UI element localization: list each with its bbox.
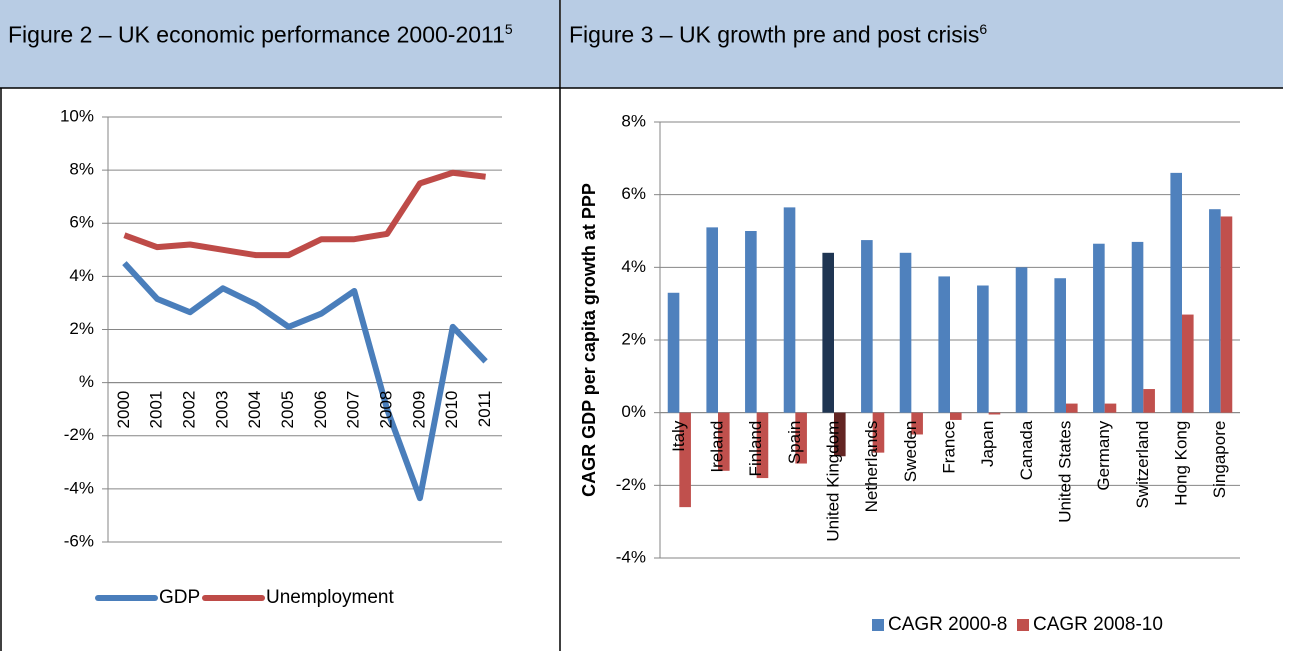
bar (988, 412, 1001, 415)
legend-label: CAGR 2000-8 (888, 614, 1007, 635)
y-tick-label: 8% (621, 111, 646, 130)
footnote-ref: 6 (979, 21, 988, 37)
bar (1015, 267, 1028, 413)
bar (950, 412, 962, 420)
figure-header: Figure 3 – UK growth pre and post crisis… (561, 0, 1283, 88)
bar (834, 412, 846, 457)
x-tick-label: 2006 (311, 391, 330, 429)
y-tick-label: 4% (621, 257, 646, 276)
x-tick-label: France (939, 421, 958, 474)
bar (899, 252, 912, 413)
x-tick-label: Italy (669, 420, 688, 452)
y-tick-label: -2% (616, 475, 646, 494)
legend-swatch (1017, 619, 1029, 631)
bar (1131, 241, 1144, 413)
x-tick-label: Hong Kong (1171, 421, 1190, 506)
figure-title: Figure 2 – UK economic performance 2000-… (8, 21, 505, 48)
x-tick-label: 2005 (278, 391, 297, 429)
x-tick-label: Japan (978, 421, 997, 467)
legend-label: Unemployment (266, 587, 394, 608)
x-tick-label: Canada (1017, 420, 1036, 480)
y-tick-label: -6% (64, 531, 94, 550)
y-tick-label: 6% (621, 184, 646, 203)
bar (911, 412, 923, 435)
x-tick-label: United States (1055, 421, 1074, 523)
x-tick-label: Switzerland (1133, 421, 1152, 509)
legend-swatch (872, 619, 884, 631)
x-tick-label: 2001 (147, 391, 166, 429)
footnote-ref: 5 (504, 21, 513, 37)
bar (977, 285, 989, 413)
x-tick-label: Singapore (1210, 421, 1229, 499)
bar (795, 412, 807, 464)
bar (1220, 216, 1233, 413)
y-axis-label: CAGR GDP per capita growth at PPP (579, 183, 599, 497)
bar (822, 252, 834, 413)
y-tick-label: 8% (69, 160, 94, 179)
x-tick-label: 2008 (377, 391, 396, 429)
bar (872, 412, 885, 453)
data-line (122, 261, 488, 502)
x-tick-label: Netherlands (862, 421, 881, 513)
y-tick-label: 4% (69, 266, 94, 285)
y-tick-label: -4% (64, 478, 94, 497)
x-tick-label: United Kingdom (823, 421, 842, 542)
bar (1054, 278, 1066, 413)
y-tick-label: 10% (60, 106, 94, 125)
x-tick-label: 2009 (409, 391, 428, 429)
legend-label: CAGR 2008-10 (1033, 614, 1163, 635)
y-tick-label: 0% (621, 402, 646, 421)
x-tick-label: Germany (1094, 420, 1113, 490)
x-tick-label: 2004 (245, 391, 264, 429)
bar (667, 292, 680, 413)
x-tick-label: Sweden (901, 421, 920, 482)
bar (756, 412, 769, 479)
bar (938, 276, 950, 413)
bar (718, 412, 730, 471)
bar (745, 231, 757, 413)
x-tick-label: 2003 (212, 391, 231, 429)
x-tick-label: Spain (785, 421, 804, 464)
y-tick-label: 2% (69, 319, 94, 338)
y-tick-label: 6% (69, 213, 94, 232)
bar (1104, 403, 1117, 413)
x-tick-label: 2010 (442, 391, 461, 429)
y-tick-label: % (79, 372, 94, 391)
bar (1209, 209, 1221, 413)
bar (783, 207, 796, 413)
bar (679, 412, 691, 508)
x-tick-label: Finland (746, 421, 765, 477)
bar (1143, 389, 1155, 413)
bar (1170, 172, 1182, 413)
x-tick-label: 2011 (475, 391, 494, 428)
x-tick-label: Ireland (707, 421, 726, 473)
bar (1093, 243, 1105, 413)
x-tick-label: 2000 (114, 391, 133, 429)
legend-label: GDP (159, 587, 200, 608)
data-line (123, 169, 486, 259)
bar (706, 227, 718, 413)
figure-title: Figure 3 – UK growth pre and post crisis (569, 21, 980, 48)
figure-header: Figure 2 – UK economic performance 2000-… (0, 0, 560, 88)
y-tick-label: 2% (621, 329, 646, 348)
y-tick-label: -4% (616, 547, 646, 566)
x-tick-label: 2007 (344, 391, 363, 429)
bar (1066, 403, 1078, 413)
bar (1182, 314, 1194, 413)
y-tick-label: -2% (64, 425, 94, 444)
bar (861, 240, 873, 413)
x-tick-label: 2002 (180, 391, 199, 429)
